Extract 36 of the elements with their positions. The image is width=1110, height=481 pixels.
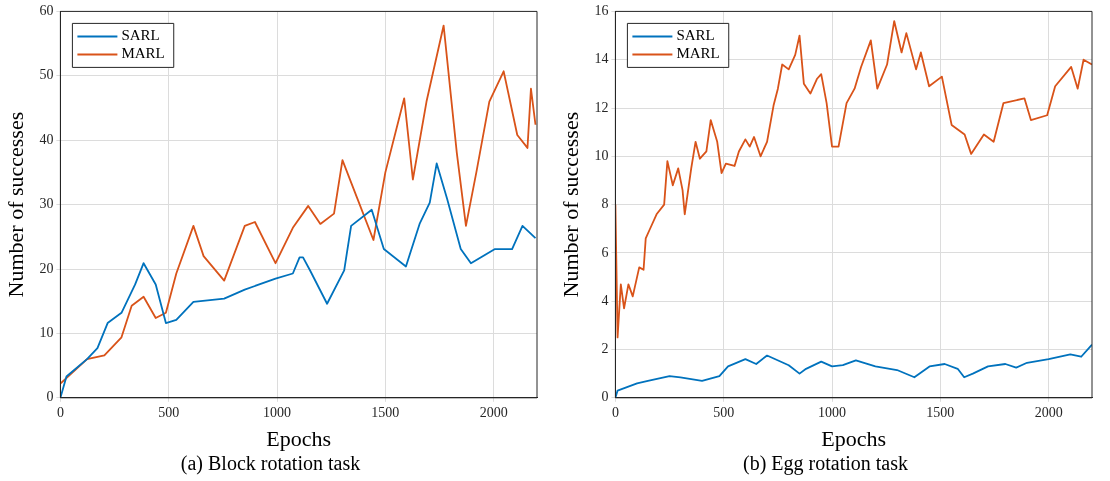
legend-label: SARL	[121, 27, 160, 44]
y-tick-label: 50	[39, 67, 54, 83]
y-axis-title: Number of successes	[2, 111, 28, 298]
x-tick-label: 2000	[479, 404, 508, 420]
y-tick-label: 8	[601, 196, 609, 212]
text: (a) Block rotation task	[180, 452, 361, 476]
y-tick-label: 60	[39, 3, 54, 19]
y-tick-label: 14	[594, 51, 609, 67]
y-tick-label: 0	[601, 389, 609, 405]
x-axis-title: Epochs	[821, 425, 887, 451]
y-tick-label: 10	[39, 325, 54, 341]
y-tick-label: 12	[594, 99, 609, 115]
x-tick-label: 0	[56, 404, 64, 420]
y-tick-label: 4	[601, 292, 609, 308]
y-tick-label: 40	[39, 131, 54, 147]
y-tick-label: 10	[594, 147, 609, 163]
y-tick-label: 0	[46, 389, 54, 405]
y-tick-label: 20	[39, 260, 54, 276]
x-tick-label: 500	[713, 404, 735, 420]
y-axis-title: Number of successes	[557, 111, 583, 298]
y-tick-label: 16	[594, 3, 609, 19]
x-tick-label: 1000	[818, 404, 847, 420]
legend-label: SARL	[676, 27, 715, 44]
x-tick-label: 1500	[371, 404, 400, 420]
x-tick-label: 1500	[926, 404, 955, 420]
y-tick-label: 30	[39, 196, 54, 212]
legend-label: MARL	[121, 45, 165, 62]
y-tick-label: 2	[601, 341, 609, 357]
x-tick-label: 1000	[263, 404, 292, 420]
y-tick-label: 6	[601, 244, 609, 260]
text: (b) Egg rotation task	[743, 452, 908, 476]
x-tick-label: 0	[611, 404, 619, 420]
x-axis-title: Epochs	[266, 425, 332, 451]
legend-label: MARL	[676, 45, 720, 62]
x-tick-label: 500	[158, 404, 180, 420]
x-tick-label: 2000	[1034, 404, 1063, 420]
